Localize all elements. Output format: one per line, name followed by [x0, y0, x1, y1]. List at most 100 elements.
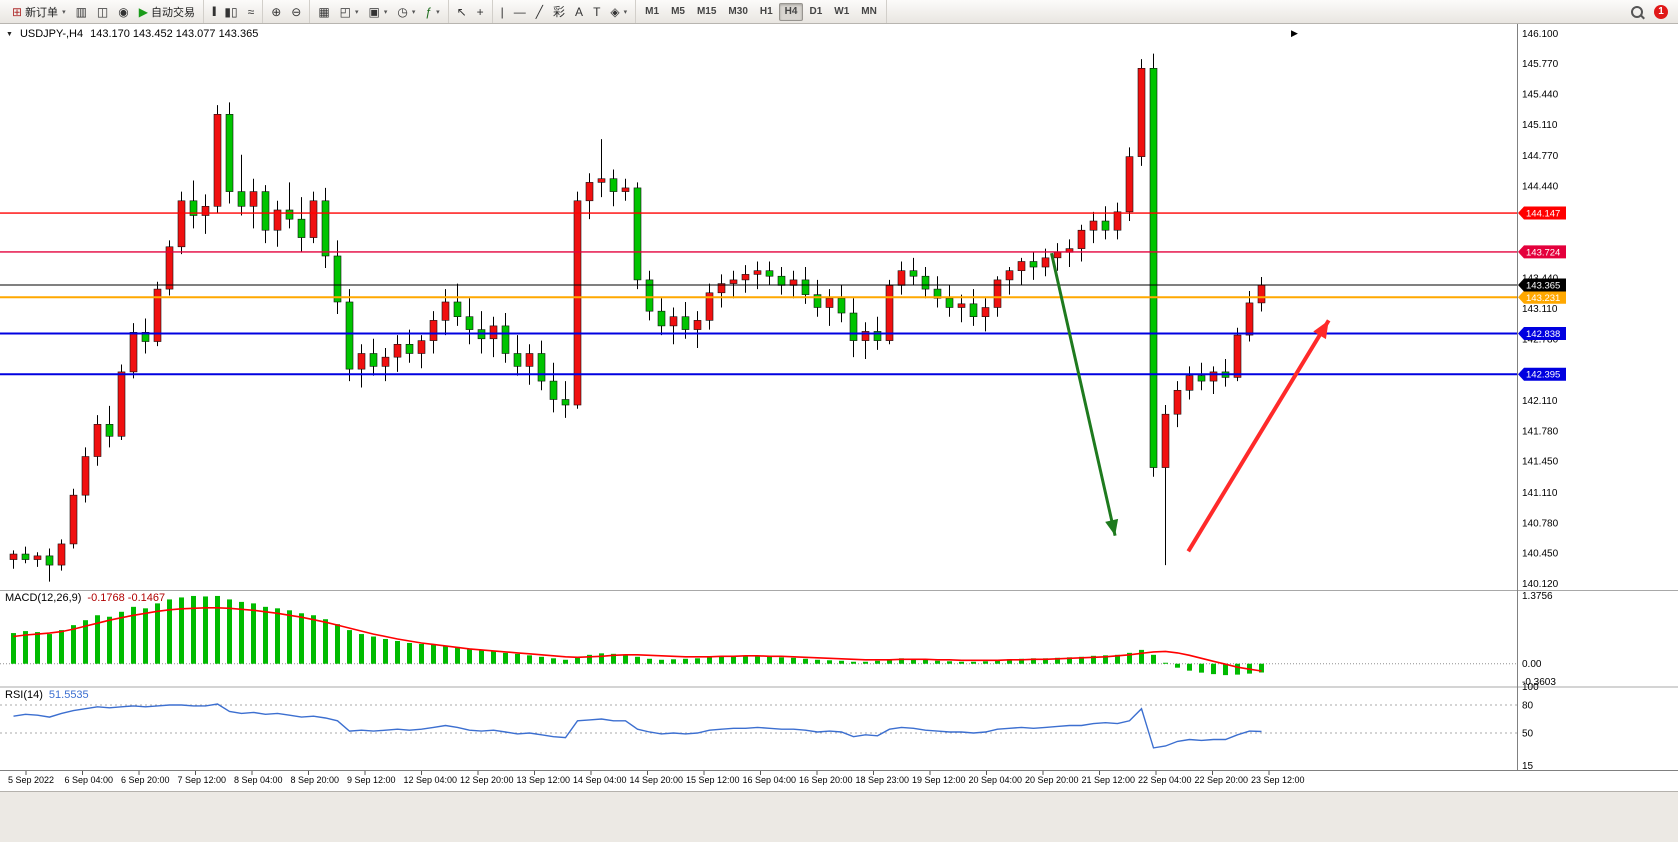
vertical-line-icon[interactable]: |: [496, 3, 509, 21]
candle-up: [1233, 327, 1242, 382]
trendline-icon[interactable]: ╱: [531, 3, 548, 21]
zoom-out-icon[interactable]: ⊖: [286, 3, 306, 21]
time-tick: 22 Sep 20:00: [1195, 775, 1249, 785]
timeframe-m1[interactable]: M1: [645, 6, 660, 17]
symbol-period-label: USDJPY-,H4: [19, 28, 84, 40]
fibonacci-icon-glyph: 彩: [553, 4, 566, 19]
new-chart-icon[interactable]: ▣ ▾: [364, 3, 393, 21]
timeframe-m30[interactable]: M30: [728, 6, 748, 17]
scroll-to-end-marker: ▶: [1291, 28, 1298, 38]
sound-icon-glyph: ◉: [118, 4, 129, 19]
symbol-dropdown-icon[interactable]: ▼: [6, 30, 13, 38]
candle-up: [1041, 248, 1050, 277]
sound-icon[interactable]: ◉: [113, 3, 133, 21]
rsi-name: RSI(14): [5, 689, 43, 701]
price-tick: 140.120: [1522, 579, 1559, 590]
macd-tick: 1.3756: [1522, 591, 1553, 602]
chart-window-icon[interactable]: ▥: [71, 3, 92, 21]
horizontal-line-icon[interactable]: —: [509, 3, 531, 21]
candle-up: [1089, 211, 1098, 244]
rsi-tick: 80: [1522, 700, 1534, 711]
timeframe-w1[interactable]: W1: [834, 6, 850, 17]
price-tag: [1518, 367, 1566, 381]
candle-up: [201, 194, 210, 234]
candle-up: [597, 139, 606, 198]
candle-down: [105, 405, 114, 448]
price-tick: 140.780: [1522, 518, 1559, 529]
chevron-down-icon: ▾: [383, 8, 388, 16]
magnifier-icon: [1631, 5, 1643, 18]
candlestick-chart-icon[interactable]: ▮▯: [219, 3, 242, 21]
fibonacci-icon[interactable]: 彩: [548, 3, 570, 21]
profiles-icon[interactable]: ◫: [92, 3, 113, 21]
price-tag-label: 142.395: [1526, 370, 1560, 381]
label-icon-glyph: T: [593, 4, 601, 19]
cursor-icon[interactable]: ↖: [452, 3, 472, 21]
candle-up: [417, 335, 426, 369]
toolbar-group: ⊞ 新订单 ▾ ▥ ◫ ◉ ▶ 自动交易: [4, 0, 204, 23]
line-chart-icon[interactable]: ≈: [243, 3, 260, 21]
candle-down: [261, 185, 270, 244]
time-tick: 14 Sep 04:00: [573, 775, 627, 785]
price-tick: 144.440: [1522, 182, 1559, 193]
candle-down: [405, 329, 414, 363]
price-tag: [1518, 206, 1566, 220]
time-tick: 14 Sep 20:00: [630, 775, 684, 785]
timeframe-h1[interactable]: H1: [759, 6, 773, 17]
time-tick: 22 Sep 04:00: [1138, 775, 1192, 785]
candle-up: [1257, 276, 1266, 312]
notification-badge[interactable]: 1: [1654, 4, 1668, 19]
vertical-line-icon-glyph: |: [500, 4, 504, 19]
timeframe-m15[interactable]: M15: [696, 6, 717, 17]
candle-down: [765, 261, 774, 286]
window-bottom-strip: [0, 791, 1678, 842]
candle-down: [813, 279, 822, 317]
timeframe-mn[interactable]: MN: [861, 6, 877, 17]
label-icon[interactable]: T: [588, 3, 605, 21]
candle-up: [489, 316, 498, 358]
up-trend-arrow[interactable]: [1186, 319, 1331, 553]
candle-down: [837, 285, 846, 323]
candle-down: [345, 289, 354, 382]
indicators-icon-glyph: ƒ: [425, 4, 433, 19]
indicators-icon[interactable]: ƒ ▾: [420, 3, 444, 21]
shapes-icon[interactable]: ◈ ▾: [605, 3, 632, 21]
candle-up: [621, 178, 630, 201]
candle-up: [153, 281, 162, 347]
macd-name: MACD(12,26,9): [5, 592, 82, 604]
chevron-down-icon: ▾: [62, 8, 66, 16]
timeframe-d1[interactable]: D1: [809, 6, 823, 17]
period-icon[interactable]: ◷ ▾: [392, 3, 420, 21]
text-icon[interactable]: A: [570, 3, 588, 21]
candle-down: [549, 362, 558, 413]
candle-down: [1197, 362, 1206, 391]
down-trend-arrow[interactable]: [1050, 252, 1117, 536]
crosshair-icon[interactable]: +: [472, 3, 489, 21]
zoom-in-icon[interactable]: ⊕: [266, 3, 286, 21]
new-order-button[interactable]: ⊞ 新订单 ▾: [7, 3, 71, 21]
bar-chart-icon[interactable]: |||: [207, 3, 219, 21]
candle-up: [309, 191, 318, 244]
search-icon[interactable]: [1626, 3, 1648, 21]
tile-windows-icon[interactable]: ▦: [313, 3, 334, 21]
bar-chart-icon-glyph: |||: [211, 5, 217, 17]
timeframe-h4[interactable]: H4: [778, 2, 804, 21]
candle-up: [573, 191, 582, 409]
candle-down: [909, 257, 918, 286]
arrange-windows-icon[interactable]: ◰ ▾: [335, 3, 364, 21]
auto-trading-button[interactable]: ▶ 自动交易: [134, 3, 200, 21]
up-trend-arrow-head: [1313, 320, 1329, 340]
toolbar-group: ||| ▮▯ ≈: [204, 0, 264, 23]
candle-up: [33, 552, 42, 567]
candle-down: [561, 381, 570, 418]
candle-up: [93, 415, 102, 466]
macd-histogram: [11, 595, 1264, 676]
line-chart-icon-glyph: ≈: [247, 4, 255, 19]
timeframe-m5[interactable]: M5: [671, 6, 685, 17]
candle-up: [1065, 239, 1074, 268]
toolbar-group: ↖ +: [449, 0, 493, 23]
candle-down: [969, 289, 978, 326]
price-tick: 141.110: [1522, 488, 1558, 499]
price-tag-label: 144.147: [1526, 209, 1560, 220]
